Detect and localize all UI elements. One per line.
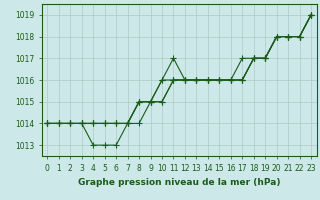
X-axis label: Graphe pression niveau de la mer (hPa): Graphe pression niveau de la mer (hPa): [78, 178, 280, 187]
